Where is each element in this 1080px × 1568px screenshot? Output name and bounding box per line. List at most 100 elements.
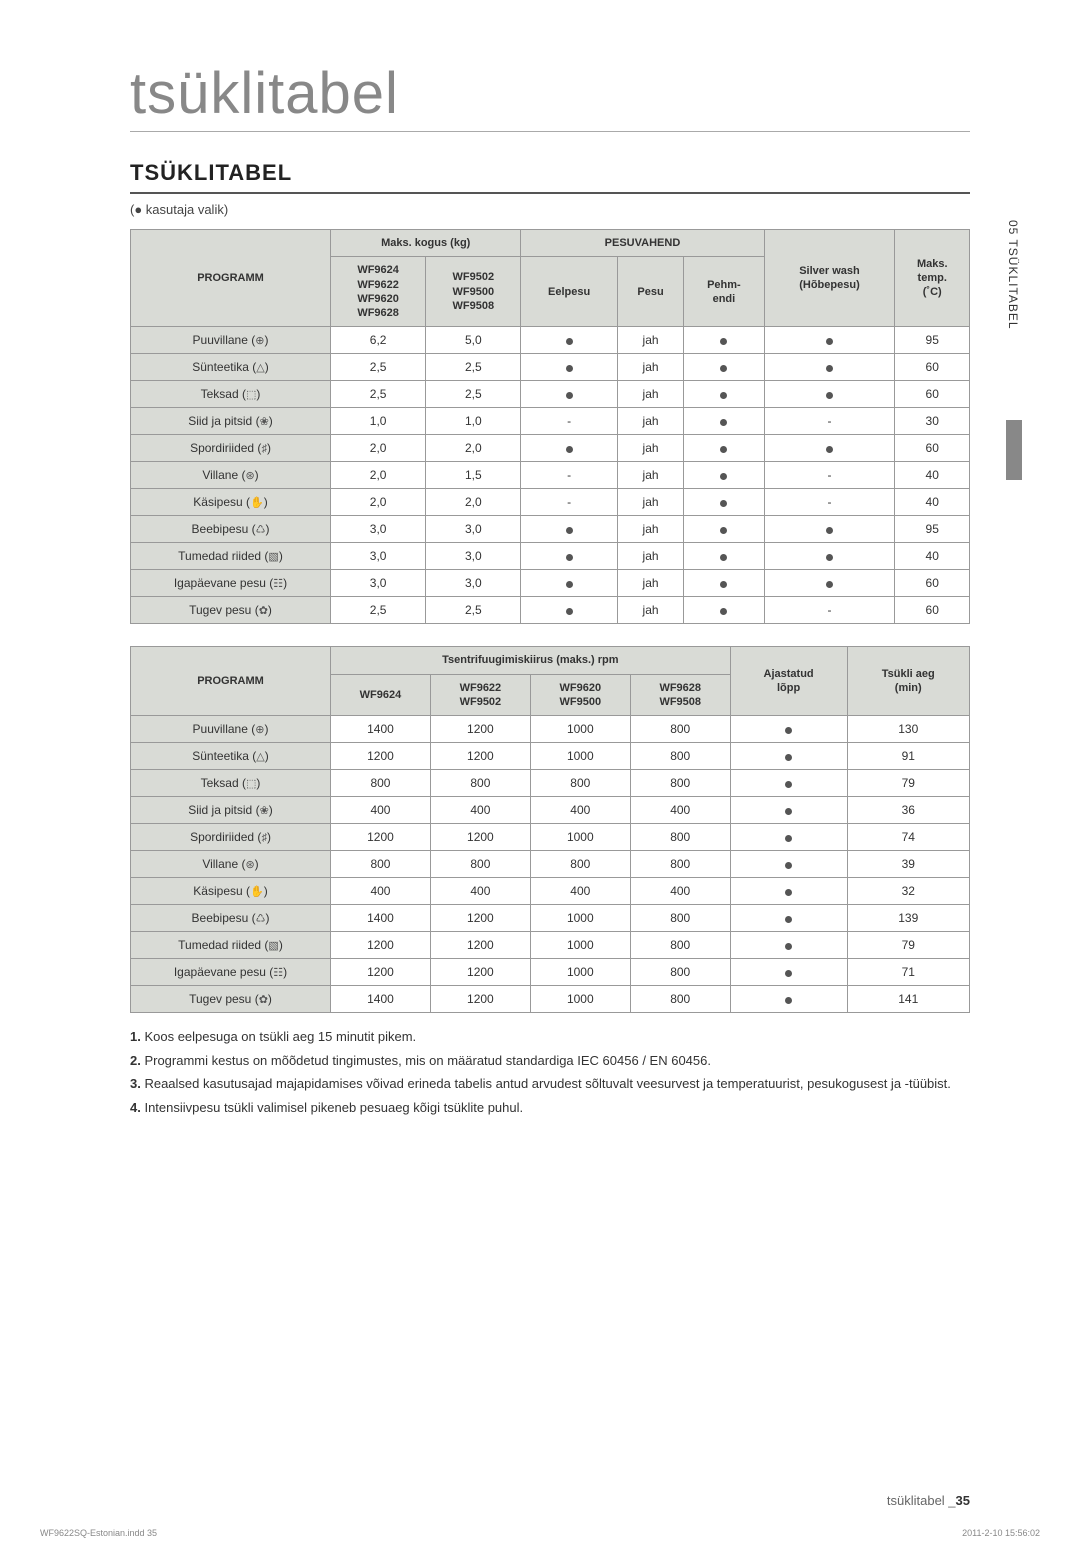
program-cell: Tumedad riided (▧) <box>131 543 331 570</box>
cell: 130 <box>847 716 970 743</box>
cell: 2,5 <box>426 381 521 408</box>
table-row: Sünteetika (△)12001200100080091 <box>131 743 970 770</box>
dot-icon <box>720 500 727 507</box>
cell: 1400 <box>331 716 431 743</box>
program-icon: ⬚ <box>246 778 256 790</box>
cell: 400 <box>530 797 630 824</box>
cell <box>730 878 847 905</box>
cell: - <box>764 408 895 435</box>
dot-icon <box>785 970 792 977</box>
cell: 1000 <box>530 959 630 986</box>
cell: 3,0 <box>426 543 521 570</box>
cell <box>684 381 764 408</box>
cell: 1,0 <box>426 408 521 435</box>
cell: 3,0 <box>331 543 426 570</box>
section-title: TSÜKLITABEL <box>130 160 970 194</box>
cell: jah <box>617 489 683 516</box>
cell <box>521 354 617 381</box>
dot-icon <box>566 392 573 399</box>
program-icon: △ <box>256 751 264 763</box>
cell: jah <box>617 327 683 354</box>
table-row: Tugev pesu (✿)140012001000800141 <box>131 986 970 1013</box>
table-row: Villane (⊛)80080080080039 <box>131 851 970 878</box>
cell: 91 <box>847 743 970 770</box>
cell: 139 <box>847 905 970 932</box>
table-row: Käsipesu (✋)40040040040032 <box>131 878 970 905</box>
dot-icon <box>785 889 792 896</box>
print-mark-left: WF9622SQ-Estonian.indd 35 <box>40 1528 157 1538</box>
cell: 1400 <box>331 986 431 1013</box>
cell: 800 <box>630 716 730 743</box>
cell: 6,2 <box>331 327 426 354</box>
dot-icon <box>566 365 573 372</box>
cell <box>730 716 847 743</box>
cell <box>521 381 617 408</box>
cell: 95 <box>895 516 970 543</box>
table-row: Teksad (⬚)80080080080079 <box>131 770 970 797</box>
dot-icon <box>785 943 792 950</box>
cell <box>730 770 847 797</box>
dot-icon <box>720 392 727 399</box>
program-cell: Sünteetika (△) <box>131 354 331 381</box>
cell <box>684 408 764 435</box>
cell: 800 <box>530 770 630 797</box>
cell <box>764 327 895 354</box>
cell: 60 <box>895 354 970 381</box>
col-m4: WF9628 WF9508 <box>630 674 730 716</box>
program-cell: Tugev pesu (✿) <box>131 597 331 624</box>
cell: 1200 <box>331 932 431 959</box>
dot-icon <box>826 581 833 588</box>
dot-icon <box>720 338 727 345</box>
cell: 400 <box>630 797 730 824</box>
program-icon: △ <box>256 362 264 374</box>
cell: 3,0 <box>331 516 426 543</box>
cell: 800 <box>331 770 431 797</box>
table-row: Teksad (⬚)2,52,5jah60 <box>131 381 970 408</box>
cell: 800 <box>630 743 730 770</box>
cell <box>684 543 764 570</box>
cell <box>730 851 847 878</box>
cell: - <box>764 462 895 489</box>
cell: 79 <box>847 770 970 797</box>
cell: 400 <box>530 878 630 905</box>
program-cell: Beebipesu (♺) <box>131 905 331 932</box>
cell: 2,0 <box>331 462 426 489</box>
page-footer: tsüklitabel _35 <box>887 1493 970 1508</box>
program-icon: ⊕ <box>255 724 264 736</box>
col-eelpesu: Eelpesu <box>521 257 617 327</box>
cell: 1200 <box>430 905 530 932</box>
print-mark-right: 2011-2-10 15:56:02 <box>962 1528 1040 1538</box>
cell: 30 <box>895 408 970 435</box>
cell: 800 <box>630 851 730 878</box>
table-row: Beebipesu (♺)140012001000800139 <box>131 905 970 932</box>
program-icon: ☷ <box>273 578 283 590</box>
program-cell: Puuvillane (⊕) <box>131 716 331 743</box>
cell: 1200 <box>331 959 431 986</box>
table-row: Puuvillane (⊕)6,25,0jah95 <box>131 327 970 354</box>
cell: jah <box>617 570 683 597</box>
cell <box>684 327 764 354</box>
table-row: Spordiriided (♯)2,02,0jah60 <box>131 435 970 462</box>
program-cell: Siid ja pitsid (❀) <box>131 408 331 435</box>
dot-icon <box>826 446 833 453</box>
cell: jah <box>617 354 683 381</box>
cell: 800 <box>430 851 530 878</box>
cell: 1400 <box>331 905 431 932</box>
table-row: Sünteetika (△)2,52,5jah60 <box>131 354 970 381</box>
cell: 2,0 <box>331 435 426 462</box>
subtitle: (● kasutaja valik) <box>130 202 970 217</box>
program-cell: Villane (⊛) <box>131 851 331 878</box>
cycle-table-1: PROGRAMM Maks. kogus (kg) PESUVAHEND Sil… <box>130 229 970 624</box>
col-temp: Maks. temp. (˚C) <box>895 230 970 327</box>
cell: 39 <box>847 851 970 878</box>
col-program2: PROGRAMM <box>131 647 331 716</box>
table-row: Siid ja pitsid (❀)40040040040036 <box>131 797 970 824</box>
table-row: Tumedad riided (▧)12001200100080079 <box>131 932 970 959</box>
cell <box>764 543 895 570</box>
cell: 2,5 <box>426 354 521 381</box>
program-icon: ⊛ <box>245 470 254 482</box>
cell: 800 <box>630 824 730 851</box>
cell <box>764 435 895 462</box>
dot-icon <box>720 554 727 561</box>
cell: 1200 <box>430 716 530 743</box>
